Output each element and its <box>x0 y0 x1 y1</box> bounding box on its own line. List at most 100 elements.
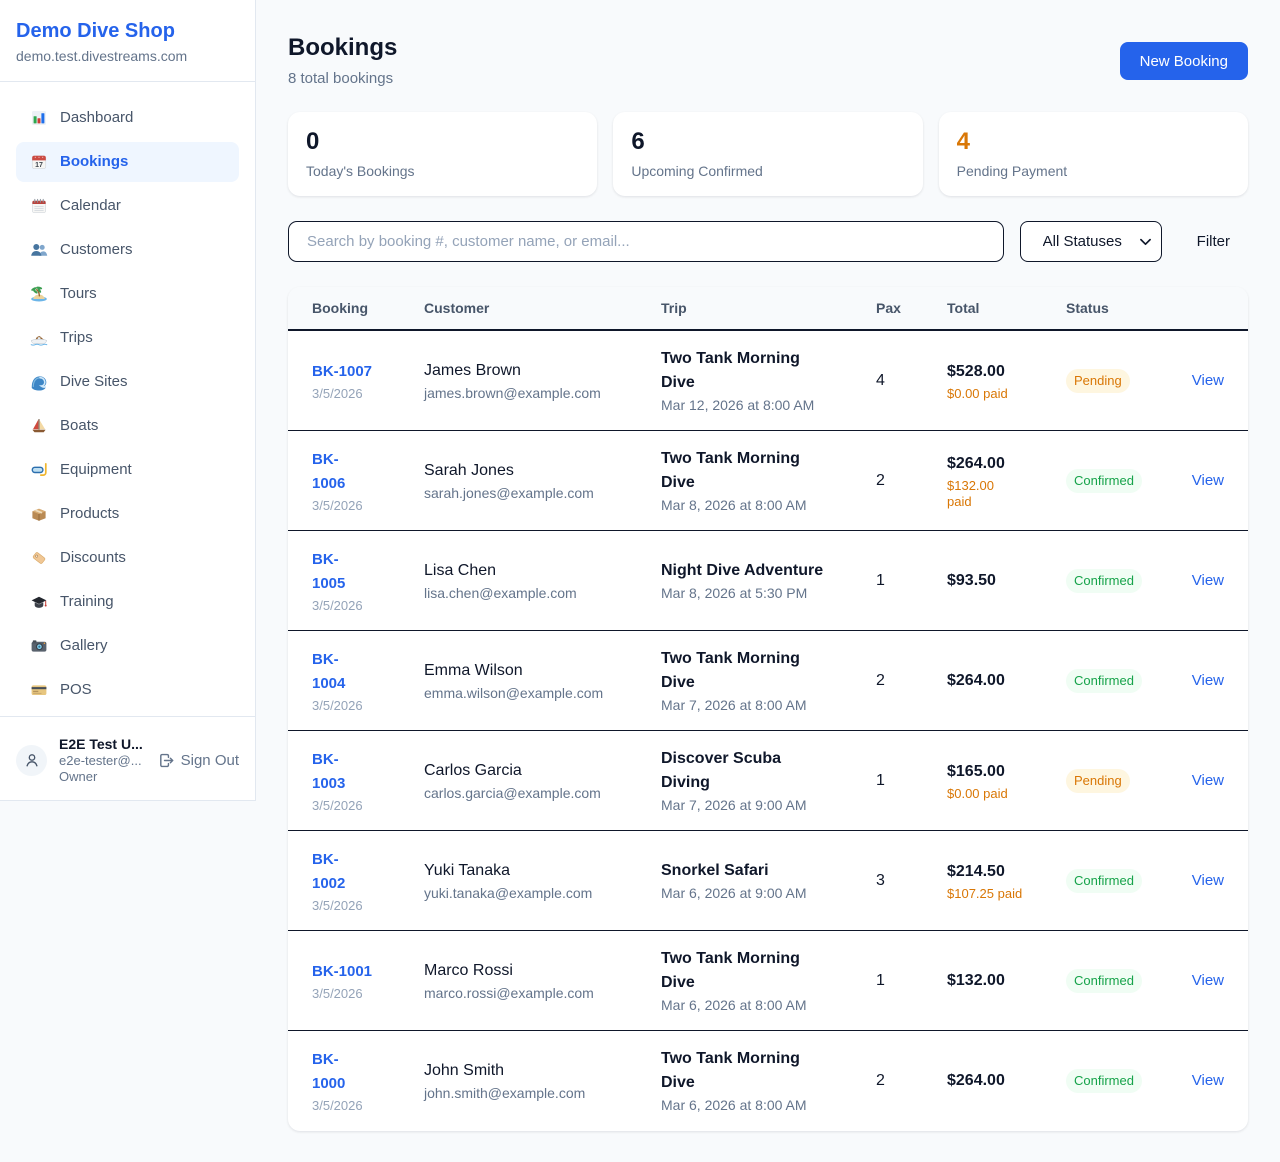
sidebar-item-dashboard[interactable]: Dashboard <box>16 98 239 138</box>
total-amount: $132.00 <box>947 971 1005 989</box>
trip-datetime: Mar 7, 2026 at 8:00 AM <box>661 696 807 713</box>
stat-label: Upcoming Confirmed <box>631 163 763 179</box>
sidebar-user-section: E2E Test U... e2e-tester@... Owner Sign … <box>0 716 255 800</box>
sidebar-item-pos[interactable]: POS <box>16 670 239 710</box>
island-icon <box>30 285 48 303</box>
booking-number-link[interactable]: BK- 1006 <box>312 450 346 492</box>
booking-number-link[interactable]: BK-1001 <box>312 962 373 980</box>
booking-number-link[interactable]: BK- 1000 <box>312 1051 346 1092</box>
booking-number-link[interactable]: BK- 1003 <box>312 750 346 792</box>
sidebar-item-label: Customers <box>60 241 133 258</box>
sidebar-item-bookings[interactable]: 17 Bookings <box>16 142 239 182</box>
booking-number-link[interactable]: BK- 1005 <box>312 550 346 592</box>
trip-name: Two Tank Morning Dive <box>661 1050 800 1091</box>
camera-icon <box>30 637 48 655</box>
total-amount: $165.00 <box>947 762 1005 780</box>
customer-email: sarah.jones@example.com <box>424 484 594 501</box>
booking-date: 3/5/2026 <box>312 597 363 613</box>
stats-row: 0 Today's Bookings 6 Upcoming Confirmed … <box>288 112 1248 196</box>
sidebar-item-dive-sites[interactable]: Dive Sites <box>16 362 239 402</box>
status-select[interactable]: All Statuses <box>1019 221 1162 262</box>
booking-date: 3/5/2026 <box>312 385 363 401</box>
sidebar-item-discounts[interactable]: Discounts <box>16 538 239 578</box>
customer-name: John Smith <box>424 1062 505 1079</box>
sidebar-item-label: Calendar <box>60 197 121 214</box>
view-link[interactable]: View <box>1191 671 1224 689</box>
stat-label: Pending Payment <box>956 163 1068 179</box>
trip-name: Snorkel Safari <box>661 861 769 879</box>
customer-name: Carlos Garcia <box>424 761 522 779</box>
sidebar-item-trips[interactable]: Trips <box>16 318 239 358</box>
trip-datetime: Mar 6, 2026 at 8:00 AM <box>661 996 807 1013</box>
new-booking-button[interactable]: New Booking <box>1119 42 1248 80</box>
sidebar-nav: Dashboard 17 Bookings Calendar Customers… <box>0 82 255 716</box>
sidebar-item-label: Trips <box>60 329 93 346</box>
user-name: E2E Test U... <box>59 736 143 752</box>
view-link[interactable]: View <box>1191 971 1224 989</box>
booking-number-link[interactable]: BK- 1004 <box>312 650 346 692</box>
view-link[interactable]: View <box>1191 871 1224 889</box>
booking-number-link[interactable]: BK-1007 <box>312 362 373 380</box>
pax-count: 4 <box>860 331 931 431</box>
sidebar-header: Demo Dive Shop demo.test.divestreams.com <box>0 0 255 81</box>
shop-domain: demo.test.divestreams.com <box>16 48 188 64</box>
booking-date: 3/5/2026 <box>312 897 363 913</box>
pax-count: 2 <box>860 631 931 731</box>
sidebar-item-products[interactable]: Products <box>16 494 239 534</box>
booking-row: BK- 1004 3/5/2026 Emma Wilson emma.wilson@… <box>288 631 1248 731</box>
sailboat-icon <box>30 417 48 435</box>
booking-date: 3/5/2026 <box>312 797 363 813</box>
page-subtitle: 8 total bookings <box>288 70 394 87</box>
filter-button[interactable]: Filter <box>1179 221 1248 262</box>
user-role: Owner <box>59 769 98 784</box>
total-amount: $528.00 <box>947 362 1005 380</box>
sign-out-button[interactable]: Sign Out <box>158 752 239 769</box>
pax-count: 1 <box>860 731 931 831</box>
column-header-status: Status <box>1050 287 1170 331</box>
sidebar-item-label: Boats <box>60 417 99 434</box>
view-link[interactable]: View <box>1191 571 1224 589</box>
view-link[interactable]: View <box>1191 471 1224 489</box>
page-title: Bookings <box>288 34 398 61</box>
main-content: Bookings 8 total bookings New Booking 0 … <box>256 0 1280 1159</box>
sidebar-item-customers[interactable]: Customers <box>16 230 239 270</box>
status-badge: Confirmed <box>1066 568 1142 593</box>
booking-date: 3/5/2026 <box>312 697 363 713</box>
total-amount: $264.00 <box>947 1072 1005 1089</box>
view-link[interactable]: View <box>1191 771 1224 789</box>
trip-name: Two Tank Morning Dive <box>661 449 800 491</box>
sidebar-item-calendar[interactable]: Calendar <box>16 186 239 226</box>
view-link[interactable]: View <box>1191 1072 1224 1089</box>
trip-datetime: Mar 8, 2026 at 8:00 AM <box>661 496 807 513</box>
user-email: e2e-tester@... <box>59 753 142 768</box>
booking-number-link[interactable]: BK- 1002 <box>312 850 346 892</box>
trip-name: Night Dive Adventure <box>661 561 824 579</box>
search-input[interactable] <box>288 221 1004 262</box>
customer-name: James Brown <box>424 361 521 379</box>
stat-value: 0 <box>306 128 320 155</box>
svg-text:17: 17 <box>35 162 43 169</box>
pax-count: 1 <box>860 531 931 631</box>
customer-email: marco.rossi@example.com <box>424 984 594 1001</box>
customer-email: john.smith@example.com <box>424 1085 586 1101</box>
column-header-trip: Trip <box>645 287 860 331</box>
sidebar-item-training[interactable]: Training <box>16 582 239 622</box>
customer-email: james.brown@example.com <box>424 384 601 401</box>
sidebar-item-label: Equipment <box>60 461 132 478</box>
stat-card-todays-bookings: 0 Today's Bookings <box>288 112 598 196</box>
status-badge: Confirmed <box>1066 968 1142 993</box>
customer-email: carlos.garcia@example.com <box>424 784 601 801</box>
shop-name: Demo Dive Shop <box>16 20 175 42</box>
sidebar-item-boats[interactable]: Boats <box>16 406 239 446</box>
bookings-table-card: Booking Customer Trip Pax Total Status B… <box>288 287 1248 1131</box>
status-badge: Pending <box>1066 768 1130 793</box>
sidebar-item-label: Training <box>60 593 114 610</box>
sidebar-item-equipment[interactable]: Equipment <box>16 450 239 490</box>
sidebar: Demo Dive Shop demo.test.divestreams.com… <box>0 0 256 801</box>
sidebar-item-label: Tours <box>60 285 97 302</box>
avatar <box>16 744 47 776</box>
view-link[interactable]: View <box>1191 371 1224 389</box>
sidebar-item-tours[interactable]: Tours <box>16 274 239 314</box>
sidebar-item-gallery[interactable]: Gallery <box>16 626 239 666</box>
